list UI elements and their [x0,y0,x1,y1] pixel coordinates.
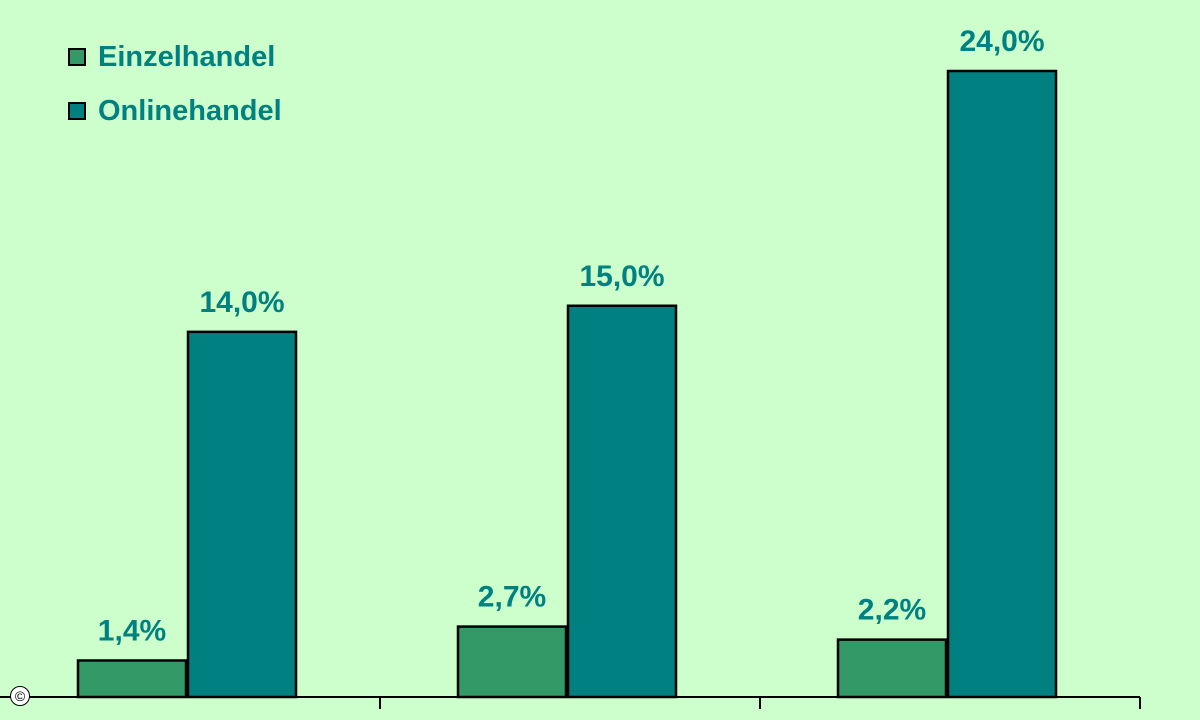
bar-onlinehandel-1 [186,330,298,699]
bar-onlinehandel-3 [946,69,1058,699]
bar-einzelhandel-2 [456,625,568,699]
legend-label-einzelhandel: Einzelhandel [98,40,276,73]
bar-einzelhandel-3 [836,638,948,699]
data-label-einzelhandel-2: 2,7% [478,581,546,614]
data-label-onlinehandel-2: 15,0% [579,260,664,293]
legend-swatch-onlinehandel [68,102,86,120]
legend: Einzelhandel Onlinehandel [68,30,282,138]
legend-label-onlinehandel: Onlinehandel [98,94,282,127]
data-label-einzelhandel-3: 2,2% [858,594,926,627]
data-label-onlinehandel-1: 14,0% [199,286,284,319]
bar-onlinehandel-2 [566,304,678,699]
bar-einzelhandel-1 [76,659,188,699]
data-label-einzelhandel-1: 1,4% [98,614,166,647]
legend-item-onlinehandel: Onlinehandel [68,84,282,138]
bars-group [76,69,1058,699]
data-label-onlinehandel-3: 24,0% [959,25,1044,58]
data-labels-group: 1,4% 14,0% 2,7% 15,0% 2,2% 24,0% [98,25,1045,647]
legend-swatch-einzelhandel [68,48,86,66]
copyright-icon: © [10,686,30,706]
x-axis-ticks [379,697,1141,709]
legend-item-einzelhandel: Einzelhandel [68,30,282,84]
